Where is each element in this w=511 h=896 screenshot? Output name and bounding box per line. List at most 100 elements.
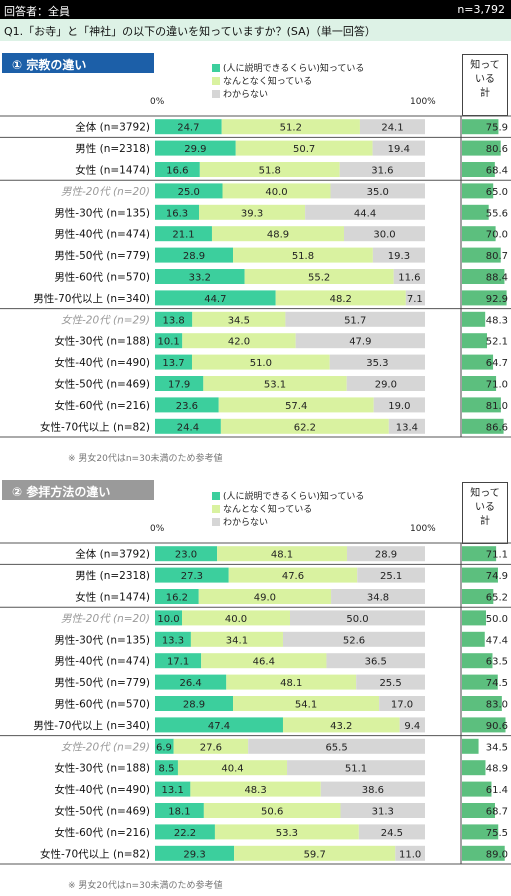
legend-swatch (212, 89, 220, 98)
known-total-bar (462, 653, 493, 669)
category-label: 全体 (n=3792) (75, 121, 150, 134)
category-label: 男性 (n=2318) (75, 569, 150, 582)
legend-swatch (212, 63, 220, 72)
data-label: 16.6 (166, 166, 188, 177)
known-total-label: 55.6 (486, 208, 508, 219)
known-total-label: 80.6 (486, 144, 508, 155)
data-label: 48.9 (267, 230, 289, 241)
bar-segment (155, 183, 223, 199)
known-total-bar (462, 803, 495, 818)
data-label: 28.9 (183, 251, 205, 262)
bar-segment (339, 162, 425, 177)
known-total-bar (462, 845, 505, 861)
known-total-bar (462, 760, 486, 776)
data-label: 28.9 (375, 550, 397, 561)
known-total-bar (462, 354, 494, 370)
category-label: 男性-20代 (n=20) (61, 186, 150, 198)
category-label: 男性-60代 (n=570) (54, 698, 150, 711)
category-label: 男性-40代 (n=474) (54, 228, 150, 241)
category-label: 男性-40代 (n=474) (54, 655, 150, 668)
bar-segment (221, 119, 360, 135)
known-total-bar (462, 119, 499, 135)
known-total-label: 75.9 (486, 123, 508, 134)
known-total-bar (462, 738, 479, 754)
category-label: 男性-50代 (n=779) (54, 249, 150, 262)
known-total-bar (462, 247, 501, 263)
bar-segment (329, 354, 425, 370)
respondent-header: 回答者：全員 n=3,792 (0, 0, 511, 19)
data-label: 10.1 (158, 337, 180, 348)
known-total-label: 48.3 (486, 315, 508, 326)
bar-segment (155, 589, 199, 604)
bar-segment (326, 653, 425, 669)
known-total-label: 75.5 (486, 828, 508, 839)
bar-segment (233, 696, 380, 711)
data-label: 51.0 (250, 358, 272, 369)
respondent-label: 回答者：全員 (4, 5, 70, 18)
data-label: 31.6 (371, 166, 393, 177)
known-total-bar (462, 696, 502, 711)
category-label: 男性-20代 (n=20) (61, 613, 150, 625)
known-total-label: 71.1 (486, 550, 508, 561)
legend-swatch (212, 504, 220, 513)
bar-segment (275, 290, 406, 306)
bar-segment (201, 653, 327, 669)
bar-segment (155, 140, 236, 156)
bar-segment (305, 204, 425, 220)
data-label: 25.5 (379, 678, 401, 689)
data-label: 36.5 (365, 657, 387, 668)
category-label: 男性-60代 (n=570) (54, 271, 150, 284)
bar-segment (346, 546, 425, 562)
category-label: 女性-70代以上 (n=82) (40, 420, 150, 433)
bar-segment (344, 226, 425, 242)
bar-segment (285, 311, 425, 327)
category-label: 女性-30代 (n=188) (54, 762, 150, 775)
data-label: 44.4 (354, 208, 376, 219)
data-label: 51.8 (292, 251, 314, 262)
bar-segment (228, 567, 358, 583)
known-total-label: 65.0 (486, 187, 508, 198)
data-label: 62.2 (294, 422, 316, 433)
bar-segment (155, 311, 193, 327)
known-total-label: 47.4 (486, 635, 508, 646)
category-label: 女性 (n=1474) (75, 164, 150, 177)
bar-segment (155, 354, 192, 370)
data-label: 19.0 (388, 401, 410, 412)
data-label: 40.4 (221, 764, 243, 775)
known-total-label: 81.0 (486, 401, 508, 412)
data-label: 23.6 (176, 401, 198, 412)
bar-segment (388, 418, 425, 434)
data-label: 54.1 (295, 700, 317, 711)
axis-max-label: 100% (410, 524, 436, 534)
data-label: 6.9 (156, 742, 172, 753)
bar-segment (155, 696, 234, 711)
data-label: 40.0 (225, 614, 247, 625)
known-total-label: 68.7 (486, 807, 508, 818)
known-total-bar (462, 546, 497, 562)
data-label: 30.0 (373, 230, 395, 241)
data-label: 23.0 (175, 550, 197, 561)
known-total-label: 90.6 (486, 721, 508, 732)
bar-segment (155, 376, 204, 391)
bar-segment (211, 226, 344, 242)
bar-segment (155, 717, 283, 733)
bar-segment (399, 717, 425, 733)
legend-item-dont-know: わからない (212, 87, 364, 100)
bar-segment (155, 546, 218, 562)
category-label: 男性-30代 (n=135) (54, 633, 150, 646)
bar-segment (372, 247, 425, 263)
data-label: 53.1 (264, 380, 286, 391)
known-total-bar (462, 631, 485, 647)
category-label: 女性-70代以上 (n=82) (40, 847, 150, 860)
known-total-label: 71.0 (486, 380, 508, 391)
bar-segment (405, 290, 425, 306)
bar-segment (155, 674, 227, 690)
bar-segment (320, 781, 425, 797)
known-total-label: 74.9 (486, 571, 508, 582)
bar-segment (372, 140, 425, 156)
legend-swatch (212, 491, 220, 500)
data-label: 17.0 (391, 700, 413, 711)
data-label: 55.2 (308, 273, 330, 284)
bar-segment (155, 204, 200, 220)
bar-segment (220, 418, 389, 434)
